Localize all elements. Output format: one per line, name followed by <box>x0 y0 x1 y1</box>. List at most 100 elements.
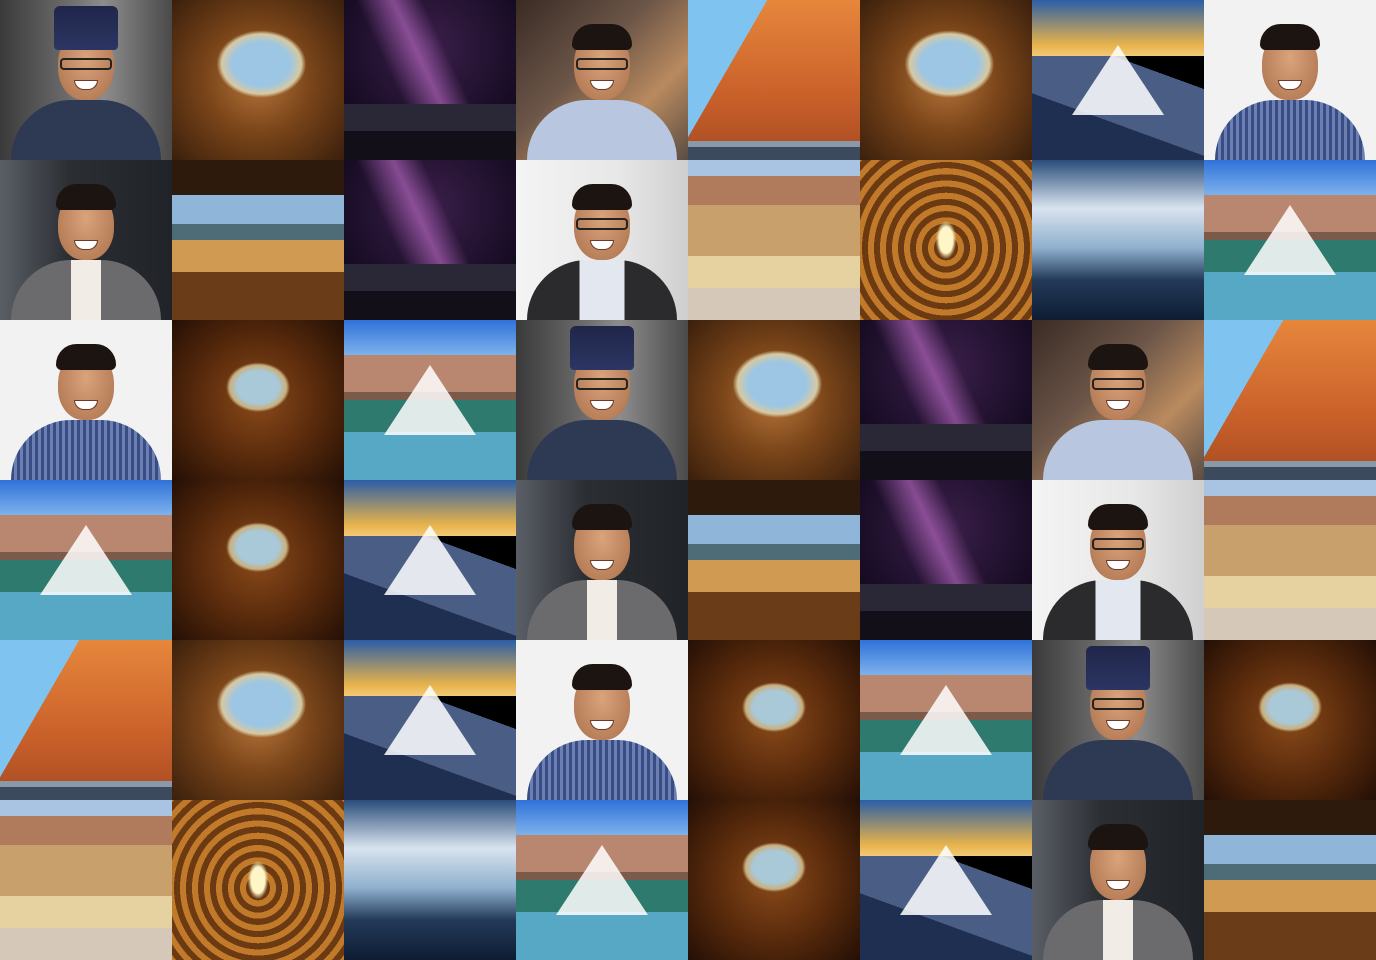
cliff-image <box>688 0 860 160</box>
portrait-suit-photo-tile[interactable] <box>1032 800 1204 960</box>
snow-peak <box>384 365 476 435</box>
portrait-cafe-photo-tile[interactable] <box>1032 320 1204 480</box>
snow-peak <box>1072 45 1164 115</box>
snow-peak <box>40 525 132 595</box>
cave-wide-photo-tile[interactable] <box>1204 800 1376 960</box>
cave-photo-tile[interactable] <box>172 640 344 800</box>
person-hair <box>572 664 632 690</box>
person-hair <box>572 504 632 530</box>
peak-bw-photo-tile[interactable] <box>860 800 1032 960</box>
portrait-office-photo-tile[interactable] <box>516 160 688 320</box>
tunnel-image <box>860 160 1032 320</box>
snow-peak <box>384 525 476 595</box>
cave-image <box>172 640 344 800</box>
milky-photo-tile[interactable] <box>344 0 516 160</box>
portrait-topi-photo-tile[interactable] <box>516 320 688 480</box>
person-hair <box>1088 504 1148 530</box>
lake-photo-tile[interactable] <box>860 640 1032 800</box>
cave-dark-image <box>1204 640 1376 800</box>
glasses <box>576 58 628 70</box>
cliff-image <box>1204 320 1376 480</box>
cave-dark-image <box>172 480 344 640</box>
portrait-white-photo-tile[interactable] <box>516 640 688 800</box>
cave-dark-image <box>688 640 860 800</box>
cave-photo-tile[interactable] <box>688 320 860 480</box>
cliff-photo-tile[interactable] <box>1204 320 1376 480</box>
clouds-image <box>344 800 516 960</box>
person-hair <box>1088 824 1148 850</box>
desert-image <box>0 800 172 960</box>
lake-photo-tile[interactable] <box>0 480 172 640</box>
snow-peak <box>900 685 992 755</box>
cave-wide-photo-tile[interactable] <box>688 480 860 640</box>
cave-image <box>172 0 344 160</box>
cave-dark-photo-tile[interactable] <box>688 640 860 800</box>
desert-photo-tile[interactable] <box>0 800 172 960</box>
portrait-office-photo-tile[interactable] <box>1032 480 1204 640</box>
milky-photo-tile[interactable] <box>860 480 1032 640</box>
cave-photo-tile[interactable] <box>860 0 1032 160</box>
snow-peak <box>384 685 476 755</box>
desert-image <box>1204 480 1376 640</box>
peak-bw-photo-tile[interactable] <box>344 480 516 640</box>
clouds-photo-tile[interactable] <box>1032 160 1204 320</box>
person-hair <box>572 24 632 50</box>
milky-photo-tile[interactable] <box>344 160 516 320</box>
glasses <box>1092 378 1144 390</box>
glasses <box>1092 538 1144 550</box>
glasses <box>60 58 112 70</box>
cave-photo-tile[interactable] <box>172 0 344 160</box>
person-hair <box>56 184 116 210</box>
portrait-white-photo-tile[interactable] <box>1204 0 1376 160</box>
portrait-suit-photo-tile[interactable] <box>0 160 172 320</box>
milky-image <box>344 0 516 160</box>
desert-photo-tile[interactable] <box>688 160 860 320</box>
person-hair <box>572 184 632 210</box>
lake-photo-tile[interactable] <box>516 800 688 960</box>
glasses <box>576 218 628 230</box>
person-hair <box>56 344 116 370</box>
cliff-photo-tile[interactable] <box>688 0 860 160</box>
cliff-photo-tile[interactable] <box>0 640 172 800</box>
snow-peak <box>1244 205 1336 275</box>
cave-wide-image <box>172 160 344 320</box>
cave-dark-photo-tile[interactable] <box>1204 640 1376 800</box>
cave-dark-image <box>688 800 860 960</box>
clouds-photo-tile[interactable] <box>344 800 516 960</box>
cave-wide-image <box>688 480 860 640</box>
glasses <box>576 378 628 390</box>
cave-image <box>688 320 860 480</box>
portrait-topi-photo-tile[interactable] <box>1032 640 1204 800</box>
milky-image <box>860 320 1032 480</box>
tunnel-photo-tile[interactable] <box>860 160 1032 320</box>
lake-photo-tile[interactable] <box>344 320 516 480</box>
cave-dark-photo-tile[interactable] <box>172 320 344 480</box>
portrait-suit-photo-tile[interactable] <box>516 480 688 640</box>
desert-photo-tile[interactable] <box>1204 480 1376 640</box>
tunnel-image <box>172 800 344 960</box>
lake-photo-tile[interactable] <box>1204 160 1376 320</box>
person-hair <box>1260 24 1320 50</box>
cliff-image <box>0 640 172 800</box>
milky-image <box>344 160 516 320</box>
dhaka-topi-cap <box>54 6 118 50</box>
portrait-white-photo-tile[interactable] <box>0 320 172 480</box>
cave-wide-photo-tile[interactable] <box>172 160 344 320</box>
snow-peak <box>900 845 992 915</box>
cave-dark-photo-tile[interactable] <box>172 480 344 640</box>
tunnel-photo-tile[interactable] <box>172 800 344 960</box>
cave-wide-image <box>1204 800 1376 960</box>
cave-dark-photo-tile[interactable] <box>688 800 860 960</box>
peak-photo-tile[interactable] <box>1032 0 1204 160</box>
peak-photo-tile[interactable] <box>344 640 516 800</box>
cave-image <box>860 0 1032 160</box>
desert-image <box>688 160 860 320</box>
snow-peak <box>556 845 648 915</box>
portrait-cafe-photo-tile[interactable] <box>516 0 688 160</box>
glasses <box>1092 698 1144 710</box>
milky-photo-tile[interactable] <box>860 320 1032 480</box>
dhaka-topi-cap <box>570 326 634 370</box>
clouds-image <box>1032 160 1204 320</box>
portrait-topi-photo-tile[interactable] <box>0 0 172 160</box>
